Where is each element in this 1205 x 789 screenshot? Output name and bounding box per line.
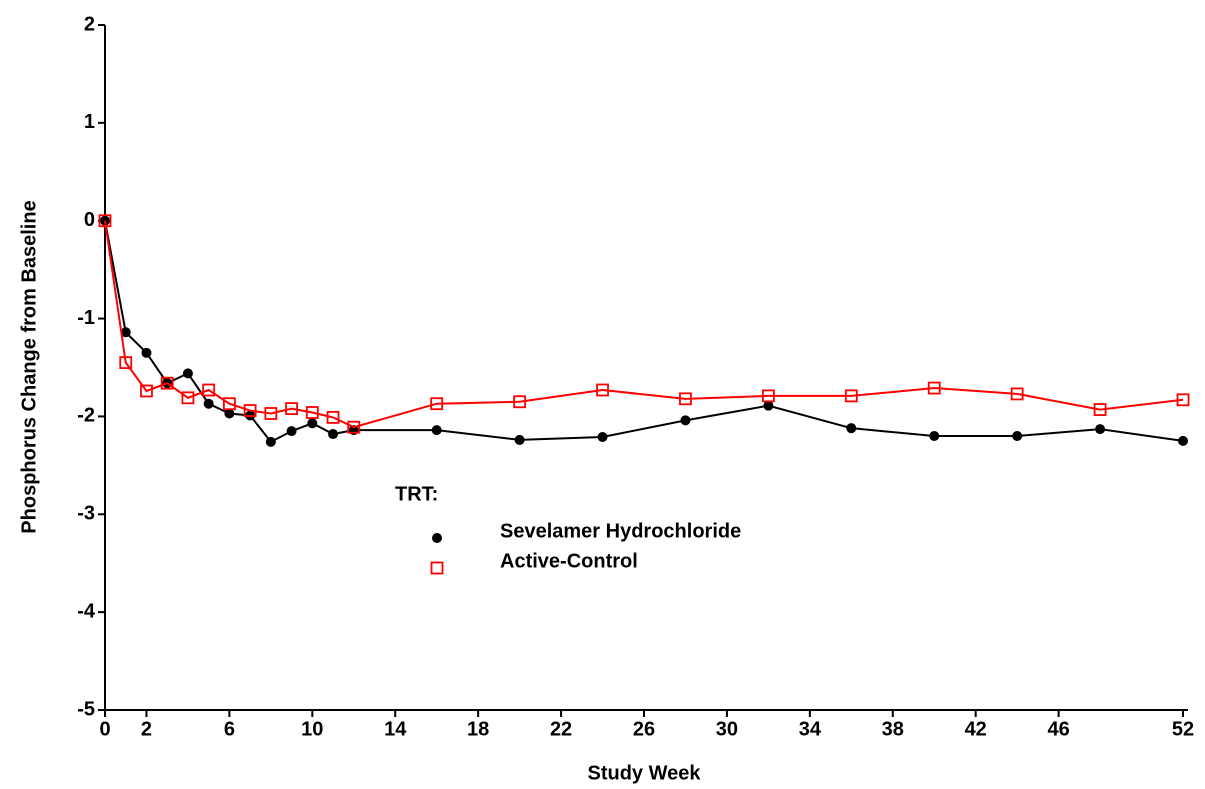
legend-label: Active-Control: [500, 550, 638, 572]
x-tick-label: 30: [716, 718, 738, 740]
x-tick-label: 6: [224, 718, 235, 740]
x-axis-label: Study Week: [588, 762, 702, 784]
data-point: [513, 395, 527, 409]
legend-title: TRT:: [395, 483, 438, 505]
x-tick-label: 22: [550, 718, 572, 740]
data-point: [160, 376, 174, 390]
x-tick-label: 38: [882, 718, 904, 740]
data-point: [243, 404, 257, 417]
data-point: [120, 327, 131, 338]
data-point: [202, 383, 216, 397]
data-point: [326, 411, 340, 424]
x-tick-label: 46: [1047, 718, 1069, 740]
data-point: [761, 389, 775, 403]
data-point: [141, 347, 152, 358]
data-point: [182, 368, 193, 379]
data-point: [224, 408, 235, 419]
x-tick-label: 52: [1172, 718, 1194, 740]
data-point: [119, 356, 133, 370]
data-point: [307, 418, 318, 429]
legend-marker: [430, 561, 444, 575]
data-point: [680, 415, 691, 426]
data-point: [844, 389, 858, 403]
data-point: [431, 425, 442, 436]
y-tick-label: 1: [84, 111, 95, 133]
data-point: [927, 381, 941, 395]
y-tick-label: -4: [77, 600, 96, 622]
data-point: [1093, 403, 1107, 416]
legend-label: Sevelamer Hydrochloride: [500, 520, 741, 542]
data-point: [264, 407, 278, 420]
data-point: [286, 426, 297, 437]
data-point: [1012, 431, 1023, 441]
data-point: [265, 436, 276, 447]
x-tick-label: 26: [633, 718, 655, 740]
data-point: [98, 214, 112, 228]
x-tick-label: 0: [99, 718, 110, 740]
data-point: [140, 384, 153, 398]
data-point: [1178, 435, 1188, 446]
x-tick-label: 14: [384, 718, 407, 740]
data-point: [305, 406, 319, 419]
data-point: [430, 397, 444, 411]
data-point: [347, 420, 361, 434]
data-point: [679, 392, 692, 406]
data-point: [285, 402, 298, 416]
x-tick-label: 34: [799, 718, 822, 740]
data-point: [1010, 387, 1024, 401]
y-tick-label: 0: [84, 209, 95, 231]
data-point: [328, 429, 339, 440]
y-axis-label: Phosphorus Change from Baseline: [18, 200, 40, 533]
x-tick-label: 18: [467, 718, 489, 740]
x-tick-label: 10: [301, 718, 323, 740]
y-tick-label: 2: [84, 13, 95, 35]
data-point: [596, 383, 609, 397]
data-point: [597, 431, 608, 442]
legend-marker: [432, 533, 442, 543]
data-point: [1176, 393, 1190, 407]
series-line: [104, 220, 1184, 429]
data-point: [1095, 424, 1106, 435]
data-point: [222, 397, 236, 411]
x-tick-label: 2: [141, 718, 152, 740]
data-point: [763, 400, 774, 411]
y-tick-label: -1: [77, 307, 95, 329]
y-tick-label: -5: [77, 698, 95, 720]
data-point: [846, 423, 857, 434]
y-tick-label: -2: [77, 405, 95, 427]
data-point: [514, 434, 525, 445]
x-tick-label: 42: [965, 718, 987, 740]
data-point: [929, 431, 940, 441]
data-point: [181, 391, 195, 405]
data-point: [203, 398, 214, 409]
y-tick-label: -3: [77, 503, 95, 525]
